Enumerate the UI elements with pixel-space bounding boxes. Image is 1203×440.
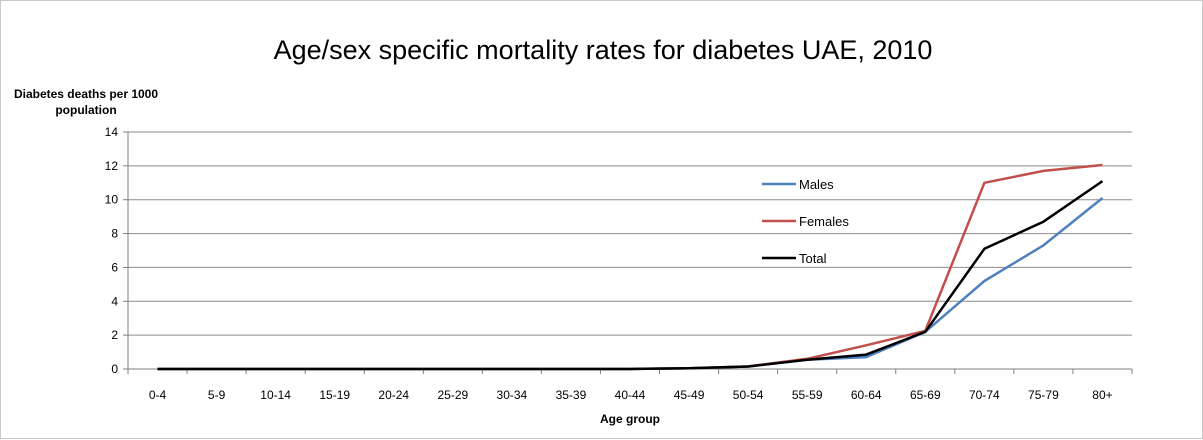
x-tick-label-75-79: 75-79: [1028, 388, 1059, 402]
y-tick-label-4: 4: [111, 294, 118, 308]
y-tick-label-10: 10: [105, 193, 119, 207]
x-tick-label-0-4: 0-4: [149, 388, 167, 402]
legend-label-males: Males: [799, 177, 834, 192]
x-tick-label-45-49: 45-49: [674, 388, 705, 402]
x-tick-labels: 0-4 5-9 10-14 15-19 20-24 25-29 30-34 35-39 40-4…: [149, 388, 1113, 402]
x-tick-label-80+: 80+: [1092, 388, 1112, 402]
legend-label-females: Females: [799, 214, 849, 229]
y-tick-label-8: 8: [111, 227, 118, 241]
x-tick-label-70-74: 70-74: [969, 388, 1000, 402]
chart-title: Age/sex specific mortality rates for dia…: [274, 35, 933, 65]
y-tick-label-14: 14: [105, 125, 119, 139]
series-line-total: [157, 180, 1104, 371]
x-tick-label-35-39: 35-39: [556, 388, 587, 402]
y-axis-title-line-2: population: [55, 103, 116, 117]
x-tick-label-25-29: 25-29: [437, 388, 468, 402]
y-axis-title-line-1: Diabetes deaths per 1000: [14, 87, 158, 101]
x-axis-title: Age group: [600, 412, 660, 426]
x-tick-label-65-69: 65-69: [910, 388, 941, 402]
y-tick-label-12: 12: [105, 159, 119, 173]
y-tick-label-2: 2: [111, 328, 118, 342]
series-lines: [157, 163, 1104, 371]
x-tick-label-60-64: 60-64: [851, 388, 882, 402]
y-axis-title: Diabetes deaths per 1000 population: [14, 87, 158, 117]
x-tick-label-55-59: 55-59: [792, 388, 823, 402]
y-tick-label-0: 0: [111, 362, 118, 376]
x-tick-label-50-54: 50-54: [733, 388, 764, 402]
x-tick-label-30-34: 30-34: [497, 388, 528, 402]
legend: Males Females Total: [762, 177, 849, 266]
y-tick-label-6: 6: [111, 260, 118, 274]
x-tick-label-10-14: 10-14: [260, 388, 291, 402]
x-tick-label-20-24: 20-24: [378, 388, 409, 402]
y-tick-labels: 0 2 4 6 8 10 12 14: [105, 125, 119, 376]
gridlines: [128, 131, 1132, 336]
x-tick-label-15-19: 15-19: [319, 388, 350, 402]
legend-label-total: Total: [799, 251, 827, 266]
x-tick-label-5-9: 5-9: [208, 388, 226, 402]
x-tick-label-40-44: 40-44: [615, 388, 646, 402]
